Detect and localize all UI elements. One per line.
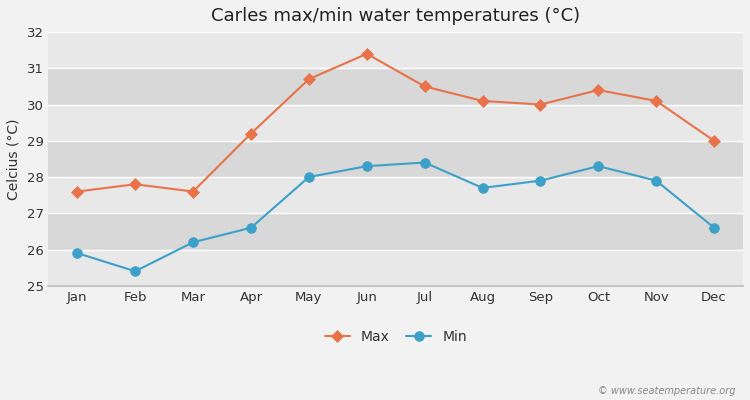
Bar <box>48 177 743 213</box>
Max <box>73 189 82 194</box>
Max <box>652 98 661 103</box>
Max <box>362 52 371 56</box>
Text: © www.seatemperature.org: © www.seatemperature.org <box>598 386 735 396</box>
Max <box>130 182 140 187</box>
Max <box>710 138 718 143</box>
Min <box>536 178 545 183</box>
Max <box>247 131 256 136</box>
Min <box>420 160 429 165</box>
Bar <box>48 213 743 250</box>
Min <box>652 178 661 183</box>
Min <box>594 164 603 168</box>
Min <box>710 225 718 230</box>
Min <box>130 269 140 274</box>
Min <box>362 164 371 168</box>
Max <box>536 102 545 107</box>
Y-axis label: Celcius (°C): Celcius (°C) <box>7 118 21 200</box>
Line: Max: Max <box>74 50 718 196</box>
Max <box>478 98 487 103</box>
Max <box>188 189 197 194</box>
Line: Min: Min <box>73 158 719 276</box>
Min <box>478 186 487 190</box>
Bar <box>48 250 743 286</box>
Bar <box>48 68 743 104</box>
Min <box>73 251 82 256</box>
Legend: Max, Min: Max, Min <box>319 325 472 350</box>
Min <box>304 175 313 180</box>
Max <box>420 84 429 89</box>
Bar <box>48 32 743 68</box>
Min <box>247 225 256 230</box>
Max <box>594 88 603 92</box>
Min <box>188 240 197 245</box>
Bar <box>48 104 743 141</box>
Bar <box>48 141 743 177</box>
Max <box>304 77 313 82</box>
Title: Carles max/min water temperatures (°C): Carles max/min water temperatures (°C) <box>211 7 580 25</box>
